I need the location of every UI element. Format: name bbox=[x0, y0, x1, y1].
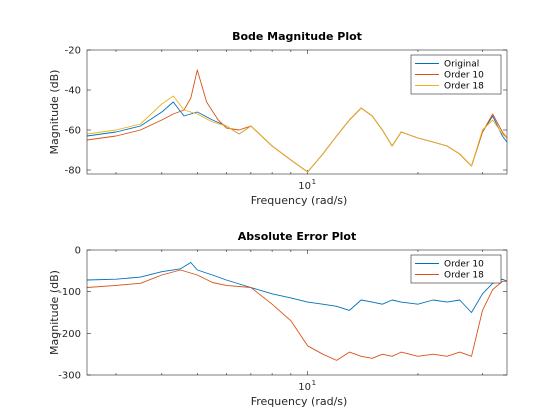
y-tick-label: -300 bbox=[58, 371, 81, 382]
y-axis-label: Magnitude (dB) bbox=[48, 270, 61, 355]
legend-box bbox=[410, 254, 502, 284]
chart-title: Absolute Error Plot bbox=[238, 230, 356, 243]
x-tick-exponent: 1 bbox=[312, 379, 316, 387]
series-line-order-18 bbox=[87, 95, 507, 173]
y-tick-label: -100 bbox=[58, 287, 81, 298]
legend-entry: Order 10 bbox=[444, 71, 484, 81]
legend-entry: Order 18 bbox=[444, 271, 484, 281]
axes-box bbox=[86, 49, 508, 175]
y-tick-label: -40 bbox=[65, 86, 81, 97]
y-tick-label: -80 bbox=[65, 166, 81, 177]
y-tick-label: -20 bbox=[65, 46, 81, 57]
x-tick-label: 10 bbox=[298, 382, 311, 393]
chart-title: Bode Magnitude Plot bbox=[232, 30, 362, 43]
x-tick-exponent: 1 bbox=[312, 178, 316, 186]
chart-panel-2: 10 1 -300 -200 -100 0 Absolute Error Plot Frequ… bbox=[48, 230, 508, 408]
y-axis-label: Magnitude (dB) bbox=[48, 70, 61, 155]
legend-entry: Order 18 bbox=[444, 82, 484, 92]
x-axis-label: Frequency (rad/s) bbox=[251, 194, 348, 207]
y-tick-label: -200 bbox=[58, 329, 81, 340]
legend-entry: Original bbox=[444, 60, 479, 70]
legend-entry: Order 10 bbox=[444, 260, 484, 270]
x-tick-label: 10 bbox=[298, 181, 311, 192]
legend-box bbox=[410, 54, 502, 95]
series-line-order-10 bbox=[87, 262, 507, 313]
y-tick-label: -60 bbox=[65, 126, 81, 137]
series-line-order-18 bbox=[87, 269, 507, 361]
x-axis-label: Frequency (rad/s) bbox=[251, 395, 348, 408]
y-tick-label: 0 bbox=[75, 246, 81, 257]
axes-box bbox=[86, 249, 508, 376]
chart-panel-1: 10 1 -80 -60 -40 -20 Bode Magnitude Plot Freque… bbox=[48, 30, 508, 207]
